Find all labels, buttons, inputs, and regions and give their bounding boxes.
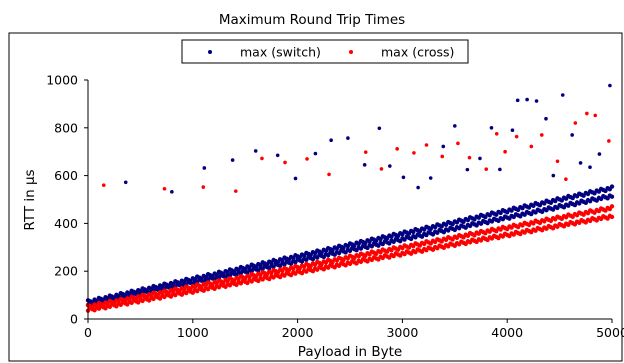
- y-tick-label: 1000: [46, 73, 78, 88]
- data-point: [510, 128, 515, 132]
- x-tick-label: 0: [84, 325, 92, 340]
- band-point: [609, 204, 615, 209]
- data-point: [525, 97, 529, 102]
- data-point: [534, 99, 539, 103]
- data-point: [346, 136, 350, 140]
- legend: max (switch) max (cross): [181, 39, 469, 64]
- data-point: [551, 173, 556, 178]
- data-point: [202, 166, 207, 170]
- y-tick-label: 200: [54, 264, 78, 279]
- data-point: [544, 116, 548, 121]
- data-point: [498, 167, 502, 172]
- data-point: [441, 144, 446, 149]
- data-point: [564, 177, 568, 181]
- data-point: [503, 149, 507, 154]
- chart-title: Maximum Round Trip Times: [219, 12, 405, 28]
- data-point: [578, 161, 583, 165]
- data-point: [456, 141, 460, 146]
- data-point: [412, 151, 416, 155]
- chart-frame: [8, 32, 623, 362]
- band-point: [609, 214, 615, 220]
- data-point: [478, 156, 482, 161]
- data-point: [401, 175, 406, 180]
- data-point: [555, 159, 560, 164]
- legend-label: max (switch): [240, 45, 321, 60]
- data-point: [233, 189, 238, 193]
- data-point: [588, 165, 592, 170]
- data-point: [275, 153, 280, 158]
- data-point: [597, 152, 602, 156]
- data-point: [440, 154, 445, 159]
- data-point: [465, 167, 470, 172]
- data-point: [607, 139, 611, 143]
- data-point: [585, 111, 589, 116]
- data-point: [608, 83, 612, 88]
- data-point: [253, 149, 258, 153]
- x-tick-label: 3000: [386, 325, 418, 340]
- data-point: [424, 143, 429, 147]
- data-point: [313, 151, 318, 156]
- data-point: [573, 121, 578, 125]
- y-axis-label: RTT in µs: [22, 169, 38, 230]
- data-point: [416, 185, 420, 190]
- data-point: [539, 133, 544, 137]
- data-point: [260, 156, 264, 161]
- x-tick-label: 5000: [596, 325, 624, 340]
- data-point: [529, 144, 534, 149]
- legend-box: [181, 39, 469, 64]
- data-point: [467, 155, 472, 160]
- data-point: [514, 134, 519, 139]
- data-point: [484, 167, 489, 171]
- data-point: [293, 176, 298, 181]
- x-tick-label: 4000: [491, 325, 523, 340]
- data-point: [362, 163, 367, 167]
- data-point: [162, 186, 167, 191]
- series-switch: [85, 83, 615, 308]
- data-point: [388, 164, 392, 168]
- data-point: [329, 138, 333, 143]
- band-point: [609, 184, 615, 189]
- data-point: [593, 113, 598, 118]
- data-point: [379, 167, 384, 171]
- data-point: [201, 185, 206, 189]
- axes: 0 200 400 600 800 1000 0 1000 2000 3000 4000 5000: [46, 73, 624, 341]
- plot-area: [85, 83, 615, 313]
- data-point: [230, 158, 235, 162]
- data-point: [327, 172, 331, 177]
- data-point: [428, 176, 433, 180]
- x-tick-label: 1000: [177, 325, 209, 340]
- data-point: [283, 160, 287, 165]
- x-axis-label: Payload in Byte: [298, 344, 402, 360]
- legend-marker: [208, 50, 212, 54]
- data-point: [363, 150, 368, 154]
- data-point: [560, 93, 565, 97]
- data-point: [494, 131, 499, 136]
- data-point: [453, 124, 457, 128]
- legend-marker: [349, 50, 353, 54]
- y-tick-label: 600: [54, 168, 78, 183]
- band-point: [609, 194, 615, 199]
- y-tick-label: 0: [70, 312, 78, 327]
- data-point: [395, 147, 399, 151]
- legend-label: max (cross): [381, 45, 454, 60]
- data-point: [101, 183, 106, 187]
- data-point: [515, 98, 520, 103]
- data-point: [570, 133, 574, 137]
- y-tick-label: 800: [54, 120, 78, 135]
- data-point: [123, 180, 128, 185]
- y-tick-label: 400: [54, 216, 78, 231]
- data-point: [377, 126, 382, 131]
- series-cross: [85, 111, 615, 313]
- data-point: [305, 157, 309, 161]
- data-point: [489, 126, 494, 130]
- data-point: [170, 190, 174, 194]
- x-tick-label: 2000: [282, 325, 314, 340]
